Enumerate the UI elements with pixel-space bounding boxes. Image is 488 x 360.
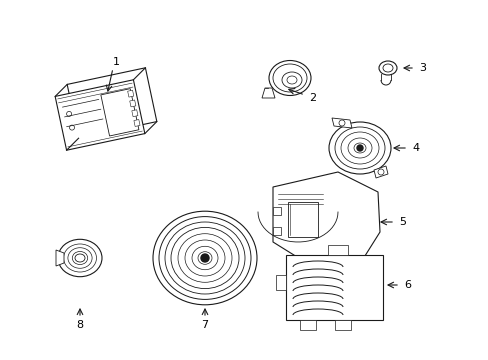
Polygon shape <box>307 267 323 277</box>
Ellipse shape <box>178 234 231 282</box>
Ellipse shape <box>171 228 239 289</box>
Ellipse shape <box>159 217 250 300</box>
Text: 3: 3 <box>419 63 426 73</box>
Ellipse shape <box>353 143 365 153</box>
Polygon shape <box>327 245 347 255</box>
Circle shape <box>201 254 208 262</box>
Ellipse shape <box>72 251 87 265</box>
Ellipse shape <box>334 127 384 169</box>
Polygon shape <box>373 166 387 178</box>
Polygon shape <box>285 255 382 320</box>
Text: 8: 8 <box>76 320 83 330</box>
Ellipse shape <box>192 246 218 270</box>
Circle shape <box>356 145 362 151</box>
Text: 2: 2 <box>309 93 316 103</box>
Ellipse shape <box>286 76 296 84</box>
Polygon shape <box>127 90 134 97</box>
Polygon shape <box>262 88 274 98</box>
Ellipse shape <box>378 61 396 75</box>
Polygon shape <box>299 320 315 330</box>
Polygon shape <box>132 110 138 117</box>
Ellipse shape <box>328 122 390 174</box>
Ellipse shape <box>153 211 257 305</box>
Ellipse shape <box>184 240 224 276</box>
Polygon shape <box>56 250 64 266</box>
Text: 5: 5 <box>399 217 406 227</box>
Polygon shape <box>129 100 136 107</box>
Polygon shape <box>134 120 140 126</box>
Ellipse shape <box>382 64 392 72</box>
Ellipse shape <box>272 64 306 92</box>
Ellipse shape <box>75 254 85 262</box>
Polygon shape <box>334 320 350 330</box>
Ellipse shape <box>198 252 212 264</box>
Ellipse shape <box>347 138 371 158</box>
Polygon shape <box>272 207 281 215</box>
Text: 6: 6 <box>404 280 411 290</box>
Circle shape <box>377 169 383 175</box>
Ellipse shape <box>282 72 302 88</box>
Ellipse shape <box>63 244 96 272</box>
Polygon shape <box>331 118 351 128</box>
Ellipse shape <box>164 222 244 294</box>
Text: 7: 7 <box>201 320 208 330</box>
Polygon shape <box>275 275 285 290</box>
Text: 1: 1 <box>112 57 119 67</box>
Ellipse shape <box>68 248 92 268</box>
Polygon shape <box>287 202 317 237</box>
Ellipse shape <box>58 239 102 277</box>
Polygon shape <box>272 227 281 235</box>
Circle shape <box>338 120 345 126</box>
Ellipse shape <box>268 60 310 95</box>
Polygon shape <box>55 80 144 150</box>
Ellipse shape <box>340 132 378 164</box>
Text: 4: 4 <box>411 143 419 153</box>
Polygon shape <box>272 172 379 270</box>
